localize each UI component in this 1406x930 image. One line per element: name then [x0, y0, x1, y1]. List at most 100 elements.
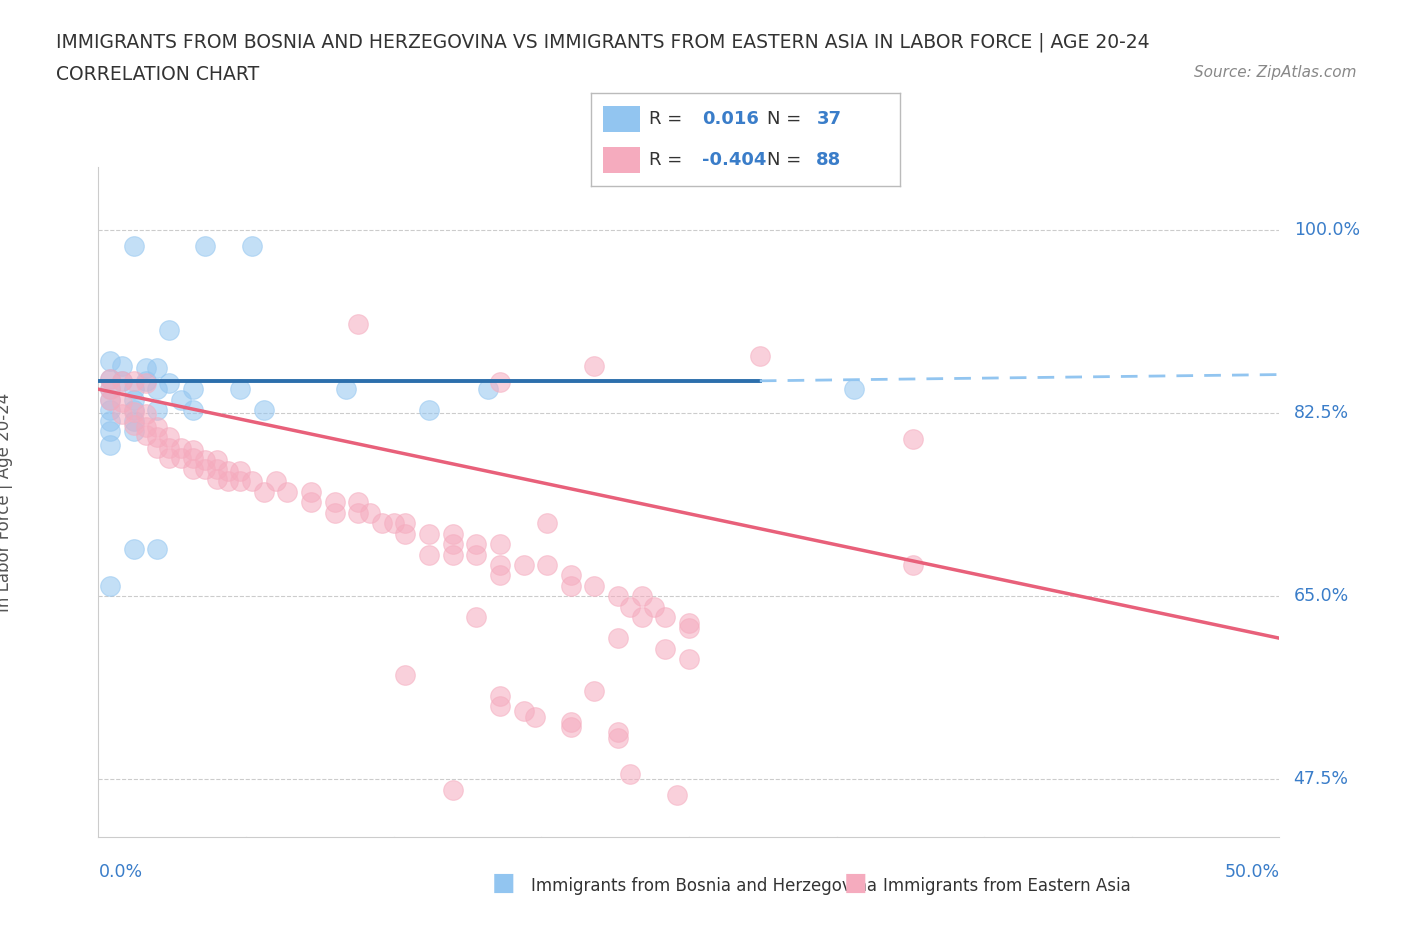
- Point: [157, 451, 180, 466]
- Point: [583, 359, 606, 374]
- Point: [98, 403, 121, 418]
- Point: [205, 453, 228, 468]
- Point: [299, 495, 322, 510]
- Point: [489, 568, 512, 583]
- Text: 37: 37: [817, 110, 841, 127]
- Point: [122, 542, 145, 557]
- Point: [512, 704, 534, 719]
- Point: [135, 428, 157, 443]
- Point: [678, 620, 700, 635]
- Point: [619, 600, 641, 615]
- Point: [643, 600, 665, 615]
- Point: [157, 441, 180, 456]
- Text: 50.0%: 50.0%: [1225, 863, 1279, 881]
- Point: [359, 505, 381, 520]
- Point: [170, 392, 193, 407]
- Text: N =: N =: [766, 151, 807, 169]
- Point: [418, 403, 440, 418]
- Point: [135, 374, 157, 389]
- Point: [512, 557, 534, 572]
- Point: [157, 376, 180, 391]
- Point: [170, 441, 193, 456]
- Point: [98, 578, 121, 593]
- Text: IMMIGRANTS FROM BOSNIA AND HERZEGOVINA VS IMMIGRANTS FROM EASTERN ASIA IN LABOR : IMMIGRANTS FROM BOSNIA AND HERZEGOVINA V…: [56, 33, 1150, 52]
- Point: [157, 322, 180, 337]
- Point: [382, 516, 405, 531]
- Point: [465, 547, 488, 562]
- Text: In Labor Force | Age 20-24: In Labor Force | Age 20-24: [0, 392, 13, 612]
- Point: [122, 413, 145, 428]
- Point: [560, 714, 582, 729]
- Point: [122, 424, 145, 439]
- Point: [98, 437, 121, 452]
- Point: [205, 472, 228, 486]
- Point: [619, 766, 641, 781]
- Point: [240, 238, 263, 253]
- Point: [122, 374, 145, 389]
- Point: [264, 474, 287, 489]
- Point: [194, 461, 217, 476]
- Text: 0.016: 0.016: [702, 110, 759, 127]
- Point: [524, 710, 547, 724]
- Point: [903, 557, 925, 572]
- Point: [181, 403, 204, 418]
- Point: [630, 589, 652, 604]
- Point: [489, 537, 512, 551]
- Point: [536, 557, 558, 572]
- Point: [903, 432, 925, 447]
- Point: [111, 407, 134, 422]
- Point: [111, 394, 134, 409]
- Point: [371, 516, 394, 531]
- Point: [323, 505, 346, 520]
- Point: [229, 382, 252, 397]
- Point: [666, 788, 689, 803]
- Point: [678, 652, 700, 667]
- Point: [489, 698, 512, 713]
- Point: [394, 516, 416, 531]
- Point: [347, 495, 370, 510]
- Point: [394, 668, 416, 683]
- Point: [607, 631, 630, 645]
- Point: [276, 485, 298, 499]
- Point: [583, 683, 606, 698]
- Text: N =: N =: [766, 110, 807, 127]
- Point: [253, 485, 276, 499]
- Text: ■: ■: [492, 870, 516, 895]
- Point: [157, 430, 180, 445]
- Point: [748, 349, 770, 364]
- Point: [217, 474, 239, 489]
- Text: Immigrants from Eastern Asia: Immigrants from Eastern Asia: [883, 877, 1130, 895]
- Point: [122, 382, 145, 397]
- Point: [194, 238, 217, 253]
- Point: [181, 461, 204, 476]
- Point: [323, 495, 346, 510]
- Point: [98, 382, 121, 397]
- Bar: [603, 106, 640, 132]
- Point: [630, 610, 652, 625]
- Point: [111, 374, 134, 389]
- Point: [394, 526, 416, 541]
- Point: [560, 578, 582, 593]
- Point: [607, 589, 630, 604]
- Point: [477, 382, 499, 397]
- Point: [441, 547, 464, 562]
- Point: [181, 443, 204, 458]
- Text: 82.5%: 82.5%: [1294, 405, 1348, 422]
- Text: -0.404: -0.404: [702, 151, 766, 169]
- Point: [122, 403, 145, 418]
- Point: [465, 537, 488, 551]
- Point: [607, 724, 630, 739]
- Point: [170, 451, 193, 466]
- Point: [678, 615, 700, 630]
- Point: [253, 403, 276, 418]
- Point: [418, 526, 440, 541]
- Point: [146, 430, 169, 445]
- Text: 65.0%: 65.0%: [1294, 588, 1348, 605]
- Point: [146, 382, 169, 397]
- Text: R =: R =: [650, 151, 689, 169]
- Point: [98, 413, 121, 428]
- Point: [489, 557, 512, 572]
- Point: [229, 474, 252, 489]
- Point: [441, 782, 464, 797]
- Point: [489, 688, 512, 703]
